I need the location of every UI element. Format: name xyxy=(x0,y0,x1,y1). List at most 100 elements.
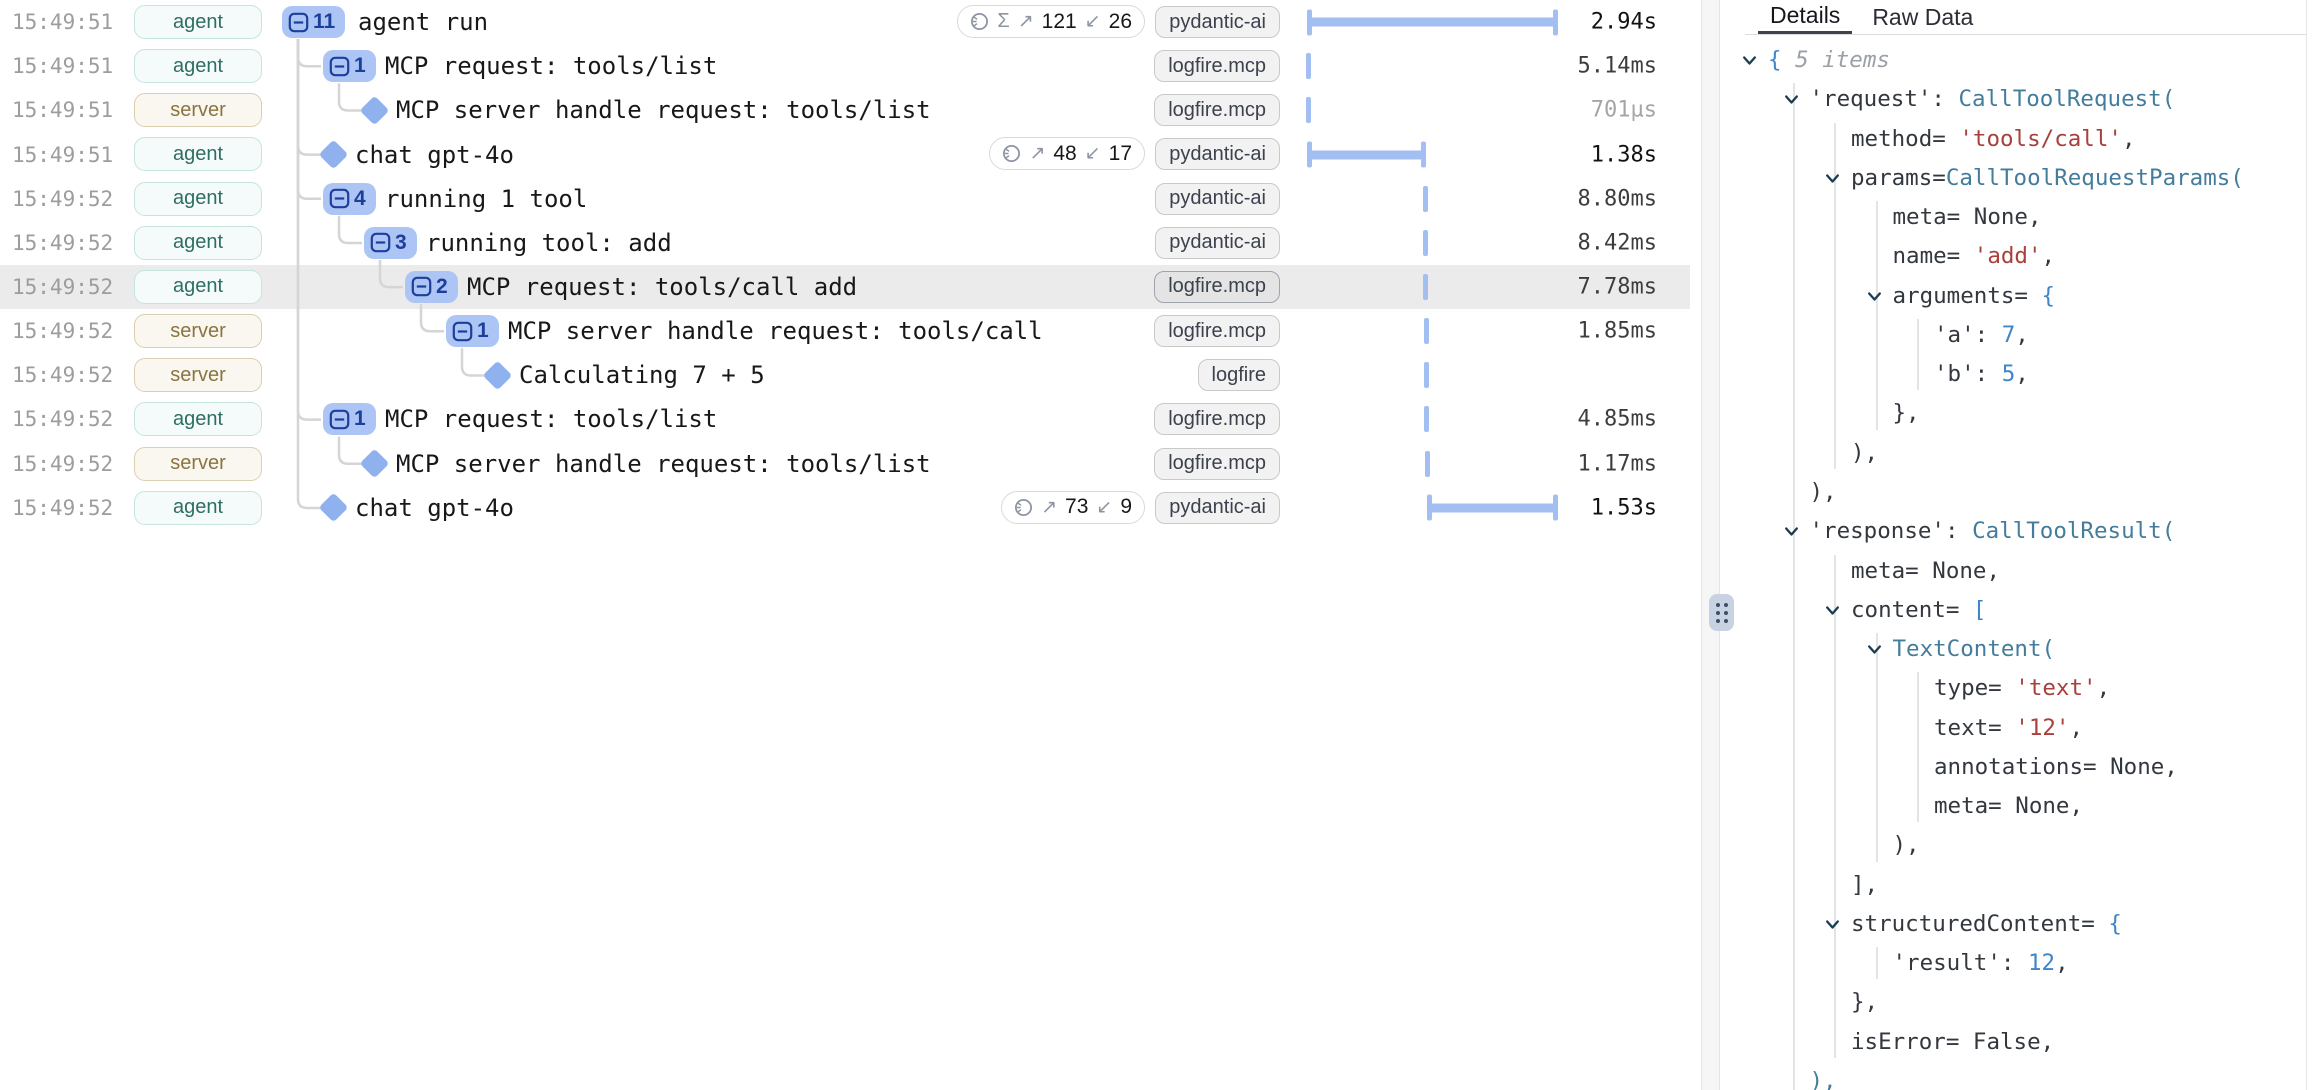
grip-dot xyxy=(1715,602,1720,607)
service-tag[interactable]: logfire.mcp xyxy=(1154,315,1280,348)
collapse-badge[interactable]: 3 xyxy=(364,226,417,259)
service-tag[interactable]: pydantic-ai xyxy=(1155,491,1280,524)
span-label: running 1 tool xyxy=(385,184,588,213)
child-count: 3 xyxy=(395,230,407,254)
actor-tag-server[interactable]: server xyxy=(134,314,262,349)
span-duration-bar xyxy=(1308,17,1557,27)
details-scrollbar-track[interactable] xyxy=(2306,0,2307,1090)
span-label: MCP request: tools/list xyxy=(385,52,718,81)
trace-row[interactable]: 15:49:52 agent 4 running 1 tool pydantic-ai 8… xyxy=(0,177,1690,221)
service-tag[interactable]: logfire xyxy=(1197,359,1280,392)
json-line: annotations= None, xyxy=(1934,753,2178,780)
collapse-minus-icon xyxy=(452,321,473,341)
indent-guide xyxy=(1875,947,1878,980)
chevron-down-icon[interactable] xyxy=(1824,602,1841,619)
json-line: name= 'add', xyxy=(1892,243,2056,270)
span-label: MCP request: tools/call add xyxy=(467,273,858,302)
chevron-down-icon[interactable] xyxy=(1783,523,1800,540)
service-tag[interactable]: logfire.mcp xyxy=(1154,94,1280,127)
log-diamond-icon xyxy=(482,360,513,391)
actor-tag-agent[interactable]: agent xyxy=(134,269,262,304)
trace-rows: 15:49:51 agent 11 agent run Σ ↗ 121 ↙ 26 pydantic… xyxy=(0,0,1700,530)
span-duration-bar xyxy=(1308,150,1426,160)
span-label: MCP server handle request: tools/list xyxy=(396,96,931,125)
log-diamond-icon xyxy=(359,448,390,479)
row-timestamp: 15:49:52 xyxy=(12,495,114,520)
collapse-badge[interactable]: 4 xyxy=(323,182,376,215)
child-count: 1 xyxy=(477,319,489,343)
chevron-down-icon[interactable] xyxy=(1783,91,1800,108)
collapse-minus-icon xyxy=(370,232,391,253)
service-tag[interactable]: logfire.mcp xyxy=(1154,447,1280,480)
service-tag[interactable]: pydantic-ai xyxy=(1155,226,1280,259)
trace-row[interactable]: 15:49:52 agent 1 MCP request: tools/list log… xyxy=(0,397,1690,441)
duration: 1.38s xyxy=(1590,142,1657,168)
trace-row[interactable]: 15:49:52 server MCP server handle request:… xyxy=(0,442,1690,486)
timeline-cell xyxy=(1300,397,1580,441)
panel-divider-line xyxy=(1701,0,1702,1090)
service-tag[interactable]: logfire.mcp xyxy=(1154,270,1280,303)
log-diamond-icon xyxy=(318,492,349,523)
trace-row[interactable]: 15:49:51 agent 11 agent run Σ ↗ 121 ↙ 26 pydantic… xyxy=(0,0,1690,44)
json-line: ), xyxy=(1892,832,1920,859)
service-tag[interactable]: pydantic-ai xyxy=(1155,182,1280,215)
timeline-cell xyxy=(1300,132,1580,176)
duration: 7.78ms xyxy=(1577,274,1657,300)
actor-tag-server[interactable]: server xyxy=(134,93,262,128)
row-timestamp: 15:49:51 xyxy=(12,54,114,79)
indent-guide xyxy=(1875,633,1878,862)
trace-row[interactable]: 15:49:52 agent 3 running tool: add pydantic-… xyxy=(0,221,1690,265)
service-tag[interactable]: pydantic-ai xyxy=(1155,138,1280,171)
duration: 701µs xyxy=(1590,97,1657,123)
actor-tag-agent[interactable]: agent xyxy=(134,137,262,172)
collapse-badge[interactable]: 2 xyxy=(405,270,458,303)
trace-row[interactable]: 15:49:51 agent 1 MCP request: tools/list log… xyxy=(0,44,1690,88)
json-line: arguments= { xyxy=(1867,277,2055,316)
indent-guide xyxy=(1834,122,1836,469)
json-line: ), xyxy=(1851,439,1879,466)
trace-row[interactable]: 15:49:52 agent 2 MCP request: tools/call ad… xyxy=(0,264,1690,310)
chevron-down-icon[interactable] xyxy=(1866,641,1883,658)
collapse-minus-icon xyxy=(288,12,309,32)
actor-tag-agent[interactable]: agent xyxy=(134,49,262,84)
actor-tag-agent[interactable]: agent xyxy=(134,225,262,260)
span-instant-tick xyxy=(1423,185,1429,212)
json-line: { 5 items xyxy=(1743,41,1890,80)
actor-tag-agent[interactable]: agent xyxy=(134,490,262,525)
trace-row[interactable]: 15:49:52 agent chat gpt-4o ↗ 73 ↙ 9 pydantic-ai… xyxy=(0,486,1690,530)
span-instant-tick xyxy=(1423,362,1429,389)
chevron-down-icon[interactable] xyxy=(1741,52,1758,69)
actor-tag-agent[interactable]: agent xyxy=(134,181,262,216)
service-tag[interactable]: logfire.mcp xyxy=(1154,50,1280,83)
json-line: structuredContent= { xyxy=(1826,905,2122,944)
indent-guide xyxy=(1875,201,1878,430)
chevron-down-icon[interactable] xyxy=(1824,170,1841,187)
trace-row[interactable]: 15:49:52 server 1 MCP server handle request… xyxy=(0,309,1690,353)
trace-row[interactable]: 15:49:52 server Calculating 7 + 5 logfire xyxy=(0,353,1690,397)
row-timestamp: 15:49:52 xyxy=(12,230,114,255)
actor-tag-agent[interactable]: agent xyxy=(134,5,262,39)
collapse-badge[interactable]: 11 xyxy=(282,6,346,38)
service-tag[interactable]: pydantic-ai xyxy=(1155,6,1280,38)
trace-row[interactable]: 15:49:51 agent chat gpt-4o ↗ 48 ↙ 17 pydantic-a… xyxy=(0,132,1690,176)
row-timestamp: 15:49:52 xyxy=(12,319,114,344)
trace-scrollbar-track[interactable] xyxy=(1702,0,1719,1090)
trace-row[interactable]: 15:49:51 server MCP server handle request:… xyxy=(0,88,1690,132)
service-tag[interactable]: logfire.mcp xyxy=(1154,403,1280,436)
tab-details[interactable]: Details xyxy=(1758,0,1853,34)
collapse-badge[interactable]: 1 xyxy=(446,315,499,348)
chevron-down-icon[interactable] xyxy=(1824,916,1841,933)
actor-tag-server[interactable]: server xyxy=(134,358,262,393)
collapse-badge[interactable]: 1 xyxy=(323,50,376,83)
token-usage-badge: ↗ 48 ↙ 17 xyxy=(989,137,1145,171)
actor-tag-agent[interactable]: agent xyxy=(134,402,262,437)
collapse-badge[interactable]: 1 xyxy=(323,403,376,436)
token-coin-icon xyxy=(1015,498,1033,516)
tokens-received-arrow-icon: ↙ xyxy=(1084,143,1101,165)
tab-raw-data[interactable]: Raw Data xyxy=(1872,3,1974,30)
token-usage-badge: ↗ 73 ↙ 9 xyxy=(1001,490,1145,524)
chevron-down-icon[interactable] xyxy=(1866,288,1883,305)
actor-tag-server[interactable]: server xyxy=(134,446,262,481)
panel-resize-handle[interactable] xyxy=(1709,594,1734,631)
